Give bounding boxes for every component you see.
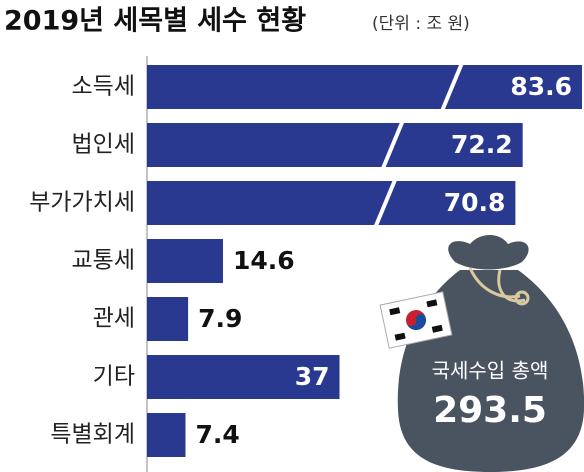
flag bbox=[379, 291, 453, 349]
category-label: 부가가치세 bbox=[29, 190, 135, 216]
category-label: 관세 bbox=[93, 306, 135, 332]
bar bbox=[147, 413, 186, 457]
category-label: 소득세 bbox=[72, 74, 135, 100]
value-label: 37 bbox=[295, 362, 330, 391]
category-label: 기타 bbox=[93, 364, 135, 390]
chart-title: 2019년 세목별 세수 현황 bbox=[4, 6, 306, 37]
value-label: 14.6 bbox=[233, 246, 295, 275]
bar bbox=[147, 181, 516, 225]
value-label: 7.4 bbox=[196, 420, 240, 449]
bar bbox=[147, 239, 223, 283]
break-mark bbox=[380, 120, 405, 170]
value-label: 83.6 bbox=[510, 72, 572, 101]
bar bbox=[147, 123, 523, 167]
bar bbox=[147, 65, 582, 109]
total-value: 293.5 bbox=[433, 390, 547, 431]
chart-subtitle: (단위 : 조 원) bbox=[372, 14, 470, 34]
bars: 소득세 83.6 법인세 72.2 부가가치세 70.8 교통세 14.6 관세 7.9 기타 37 특… bbox=[29, 62, 582, 457]
value-label: 72.2 bbox=[451, 130, 513, 159]
category-label: 법인세 bbox=[72, 132, 135, 158]
value-label: 70.8 bbox=[444, 188, 506, 217]
break-mark bbox=[373, 178, 398, 228]
category-label: 교통세 bbox=[72, 248, 135, 274]
total-label: 국세수입 총액 bbox=[432, 359, 549, 383]
break-mark bbox=[440, 62, 464, 112]
bar bbox=[147, 355, 340, 399]
value-label: 7.9 bbox=[198, 304, 242, 333]
bar bbox=[147, 297, 189, 341]
money-bag bbox=[397, 235, 584, 472]
category-label: 특별회계 bbox=[50, 422, 135, 448]
